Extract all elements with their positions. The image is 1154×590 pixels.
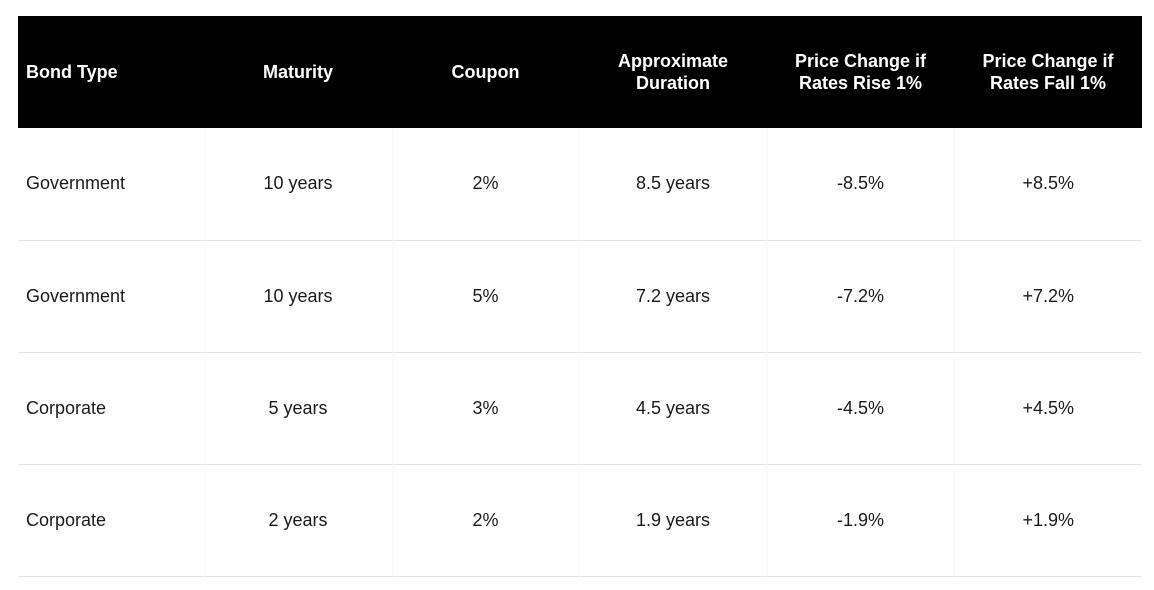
cell-duration: 7.2 years <box>578 240 767 352</box>
header-row: Bond Type Maturity Coupon Approximate Du… <box>18 16 1142 128</box>
cell-price-change-rise: -7.2% <box>766 240 954 352</box>
bond-duration-table-container: Bond Type Maturity Coupon Approximate Du… <box>18 16 1142 577</box>
header-price-change-rise: Price Change if Rates Rise 1% <box>794 51 927 93</box>
cell-maturity: 10 years <box>203 240 392 352</box>
cell-price-change-fall: +8.5% <box>953 128 1142 240</box>
header-coupon: Coupon <box>451 62 520 82</box>
cell-maturity: 10 years <box>203 128 392 240</box>
cell-maturity: 5 years <box>203 352 392 464</box>
cell-bond-type: Corporate <box>26 397 107 418</box>
cell-coupon: 2% <box>391 128 579 240</box>
header-price-change-fall: Price Change if Rates Fall 1% <box>982 51 1114 93</box>
table-row: Corporate 5 years 3% 4.5 years -4.5% +4.… <box>18 352 1142 464</box>
table-row: Government 10 years 5% 7.2 years -7.2% +… <box>18 240 1142 352</box>
table-row: Corporate 2 years 2% 1.9 years -1.9% +1.… <box>18 464 1142 576</box>
bond-duration-table: Bond Type Maturity Coupon Approximate Du… <box>18 16 1142 577</box>
cell-price-change-rise: -8.5% <box>766 128 954 240</box>
table-row: Government 10 years 2% 8.5 years -8.5% +… <box>18 128 1142 240</box>
cell-bond-type: Government <box>26 173 126 194</box>
cell-bond-type: Government <box>26 285 126 306</box>
cell-maturity: 2 years <box>203 464 392 576</box>
cell-coupon: 3% <box>391 352 579 464</box>
cell-price-change-fall: +1.9% <box>953 464 1142 576</box>
header-bond-type: Bond Type <box>26 62 118 82</box>
cell-bond-type: Corporate <box>26 509 107 530</box>
header-maturity: Maturity <box>262 62 333 82</box>
cell-price-change-fall: +7.2% <box>953 240 1142 352</box>
table-body: Government 10 years 2% 8.5 years -8.5% +… <box>18 128 1142 576</box>
cell-coupon: 5% <box>391 240 579 352</box>
cell-duration: 4.5 years <box>578 352 767 464</box>
cell-price-change-rise: -4.5% <box>766 352 954 464</box>
cell-price-change-fall: +4.5% <box>953 352 1142 464</box>
table-header: Bond Type Maturity Coupon Approximate Du… <box>18 16 1142 128</box>
cell-coupon: 2% <box>391 464 579 576</box>
cell-duration: 1.9 years <box>578 464 767 576</box>
cell-price-change-rise: -1.9% <box>766 464 954 576</box>
header-approximate-duration: Approximate Duration <box>617 51 729 93</box>
cell-duration: 8.5 years <box>578 128 767 240</box>
